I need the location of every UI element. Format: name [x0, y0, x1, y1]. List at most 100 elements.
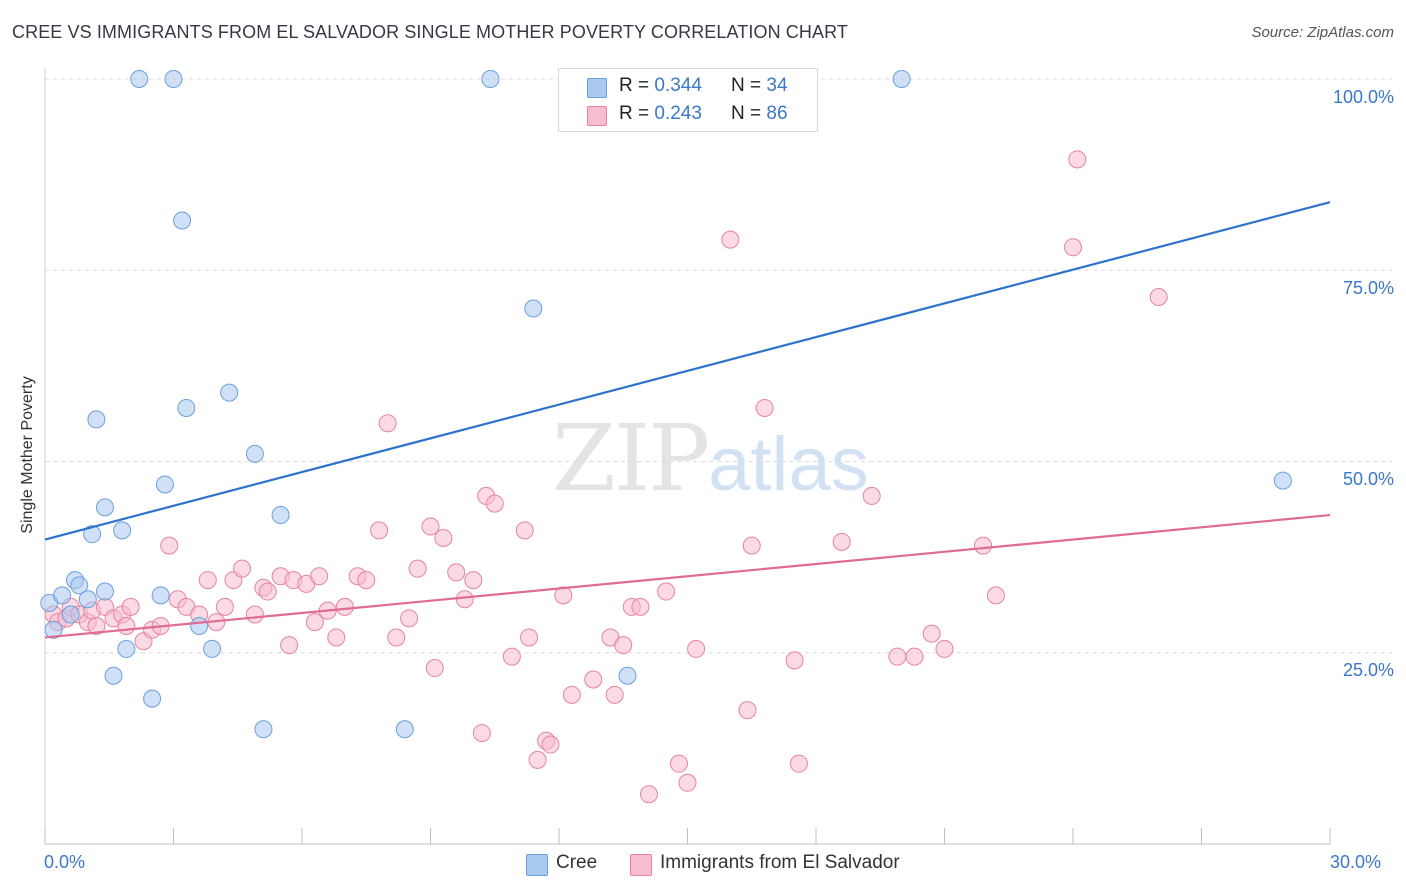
elsalvador-point — [408, 559, 427, 578]
legend-row-elsalvador: R = 0.243 N = 86 — [559, 101, 817, 129]
legend-n: N = 34 — [731, 75, 788, 96]
elsalvador-point — [258, 582, 277, 601]
bottom-legend-swatch-elsalvador — [630, 854, 652, 876]
elsalvador-point — [742, 536, 761, 555]
legend-n: N = 86 — [731, 103, 788, 124]
elsalvador-point — [305, 613, 324, 632]
cree-point — [271, 506, 290, 525]
cree-point — [203, 639, 222, 658]
elsalvador-point — [614, 636, 633, 655]
cree-point — [61, 605, 80, 624]
legend-r: R = 0.344 — [619, 75, 702, 96]
elsalvador-point — [541, 735, 560, 754]
cree-point — [95, 498, 114, 517]
elsalvador-point — [464, 571, 483, 590]
cree-point — [618, 666, 637, 685]
elsalvador-point — [785, 651, 804, 670]
elsalvador-point — [233, 559, 252, 578]
elsalvador-point — [378, 414, 397, 433]
chart-title: CREE VS IMMIGRANTS FROM EL SALVADOR SING… — [12, 22, 848, 42]
elsalvador-point — [198, 571, 217, 590]
elsalvador-point — [370, 521, 389, 540]
elsalvador-point — [327, 628, 346, 647]
elsalvador-point — [605, 685, 624, 704]
cree-point — [104, 666, 123, 685]
cree-point — [173, 211, 192, 230]
legend-swatch-elsalvador — [587, 106, 607, 126]
elsalvador-point — [832, 532, 851, 551]
elsalvador-point — [528, 750, 547, 769]
elsalvador-point — [434, 529, 453, 547]
elsalvador-point — [584, 670, 603, 689]
elsalvador-point — [502, 647, 521, 666]
elsalvador-point — [862, 486, 881, 505]
cree-point — [113, 521, 132, 540]
elsalvador-point — [639, 785, 658, 804]
legend-r-value: 0.344 — [654, 75, 702, 96]
cree-point — [190, 616, 209, 635]
elsalvador-trend-line — [44, 513, 1331, 639]
legend-n-value: 34 — [766, 75, 788, 96]
elsalvador-point — [1068, 150, 1087, 169]
legend-row-cree: R = 0.344 N = 34 — [559, 73, 817, 101]
bottom-legend-label-cree: Cree — [556, 852, 598, 873]
elsalvador-point — [117, 616, 136, 635]
elsalvador-point — [669, 754, 688, 773]
cree-point — [151, 586, 170, 605]
cree-point — [395, 720, 414, 739]
cree-point — [155, 475, 174, 494]
cree-point — [245, 444, 264, 463]
elsalvador-point — [1149, 288, 1168, 307]
elsalvador-point — [280, 636, 299, 655]
elsalvador-point — [986, 586, 1005, 605]
y-tick-label: 50.0% — [1342, 469, 1394, 489]
elsalvador-point — [935, 639, 954, 658]
y-tick-label: 25.0% — [1342, 660, 1394, 680]
elsalvador-point — [245, 605, 264, 624]
bottom-legend-label-elsalvador: Immigrants from El Salvador — [660, 852, 900, 873]
elsalvador-point — [215, 597, 234, 616]
elsalvador-point — [335, 597, 354, 616]
elsalvador-point — [631, 597, 650, 616]
elsalvador-point — [1064, 238, 1082, 257]
elsalvador-point — [562, 685, 581, 704]
cree-point — [524, 299, 543, 318]
cree-point — [83, 525, 102, 544]
legend-r: R = 0.243 — [619, 103, 702, 124]
elsalvador-point — [974, 536, 993, 555]
cree-point — [892, 70, 911, 88]
elsalvador-point — [387, 628, 406, 647]
cree-point — [44, 620, 63, 639]
x-tick-label: 0.0% — [44, 852, 86, 872]
legend-n-value: 86 — [766, 103, 788, 124]
bottom-legend-swatch-cree — [526, 854, 548, 876]
elsalvador-point — [678, 773, 697, 792]
elsalvador-point — [421, 517, 440, 536]
source-label: Source: ZipAtlas.com — [1251, 24, 1394, 41]
cree-point — [130, 70, 149, 88]
cree-trend-line — [44, 201, 1331, 541]
cree-point — [87, 410, 106, 429]
elsalvador-point — [472, 724, 491, 743]
y-tick-label: 75.0% — [1342, 278, 1394, 298]
x-tick-label: 30.0% — [1330, 852, 1382, 872]
elsalvador-point — [425, 659, 444, 678]
elsalvador-point — [755, 398, 774, 417]
cree-point — [70, 576, 89, 595]
elsalvador-point — [888, 647, 907, 666]
watermark-atlas: atlas — [708, 422, 869, 507]
cree-point — [1273, 471, 1292, 490]
elsalvador-point — [515, 521, 534, 540]
cree-point — [78, 590, 97, 609]
elsalvador-point — [160, 536, 179, 555]
elsalvador-point — [687, 639, 706, 658]
elsalvador-point — [87, 616, 106, 635]
elsalvador-point — [357, 571, 376, 590]
watermark-zip: ZIP — [552, 405, 710, 512]
elsalvador-point — [789, 754, 808, 773]
cree-point — [254, 720, 273, 739]
cree-point — [481, 70, 500, 88]
elsalvador-point — [455, 590, 474, 609]
elsalvador-point — [721, 230, 740, 249]
elsalvador-point — [905, 647, 924, 666]
